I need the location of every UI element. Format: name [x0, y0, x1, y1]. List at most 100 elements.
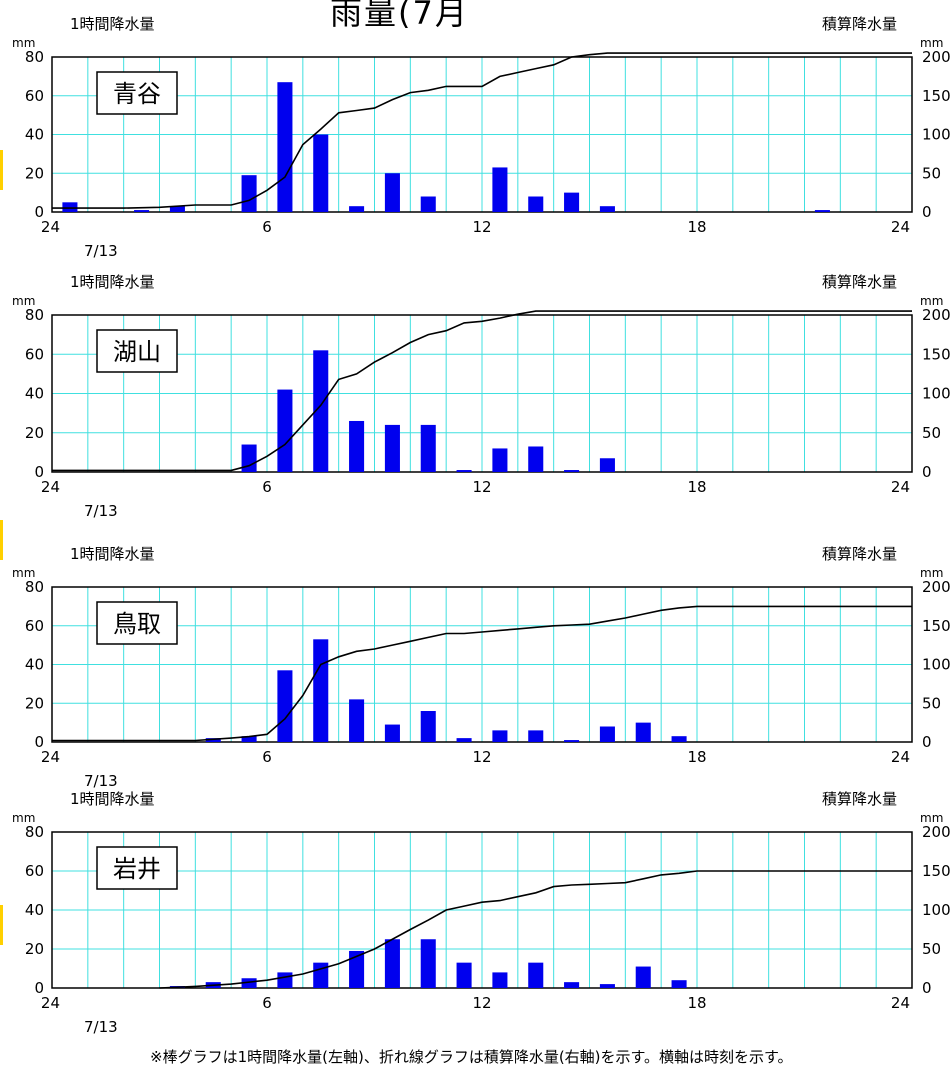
date-label: 7/13 — [84, 502, 118, 520]
cumulative-line — [52, 605, 912, 742]
right-tick-label: 200 — [922, 48, 950, 66]
right-tick-label: 150 — [922, 345, 950, 363]
right-tick-label: 0 — [922, 463, 932, 481]
left-axis-unit: mm — [12, 811, 35, 825]
bar — [241, 736, 257, 742]
bar — [492, 448, 508, 472]
bar — [62, 202, 78, 212]
x-tick-label: 6 — [262, 218, 272, 236]
x-tick-label: 24 — [891, 218, 910, 236]
bar — [599, 458, 615, 472]
bar — [169, 206, 185, 212]
plot-frame — [51, 314, 913, 473]
station-name: 青谷 — [113, 80, 161, 108]
plot-frame — [51, 56, 913, 213]
plot-frame — [51, 831, 913, 989]
cumulative-line — [52, 310, 912, 472]
right-tick-label: 100 — [922, 126, 950, 144]
bar — [599, 984, 615, 988]
right-axis-unit: mm — [920, 294, 943, 308]
bar — [384, 724, 400, 742]
bar — [313, 350, 329, 472]
x-tick-label: 18 — [687, 748, 706, 766]
x-tick-label: 12 — [472, 478, 491, 496]
x-tick-label: 12 — [472, 994, 491, 1012]
station-label-box — [96, 601, 178, 645]
left-tick-label: 40 — [25, 385, 44, 403]
right-tick-label: 0 — [922, 203, 932, 221]
bar — [277, 670, 293, 742]
date-label: 7/13 — [84, 1018, 118, 1036]
x-tick-label: 6 — [262, 994, 272, 1012]
bar — [564, 192, 580, 212]
left-axis-title: 1時間降水量 — [70, 545, 155, 563]
bar — [277, 389, 293, 472]
bar — [420, 711, 436, 742]
station-label-box — [96, 329, 178, 373]
edge-mark — [0, 150, 3, 190]
left-tick-label: 60 — [25, 87, 44, 105]
bar — [420, 939, 436, 988]
footnote: ※棒グラフは1時間降水量(左軸)、折れ線グラフは積算降水量(右軸)を示す。横軸は… — [150, 1048, 793, 1066]
x-tick-label: 24 — [41, 748, 60, 766]
right-axis-title: 積算降水量 — [822, 790, 897, 808]
left-axis-unit: mm — [12, 294, 35, 308]
bar — [564, 470, 580, 472]
page-title: 雨量(7月 — [330, 0, 469, 32]
left-tick-label: 40 — [25, 901, 44, 919]
right-tick-label: 100 — [922, 385, 950, 403]
x-tick-label: 18 — [687, 478, 706, 496]
bar — [420, 424, 436, 472]
x-tick-label: 24 — [891, 748, 910, 766]
left-axis-unit: mm — [12, 566, 35, 580]
left-tick-label: 0 — [34, 463, 44, 481]
bar — [241, 444, 257, 472]
bar — [635, 966, 651, 988]
bar — [564, 740, 580, 742]
station-label-box — [96, 846, 178, 890]
left-tick-label: 0 — [34, 203, 44, 221]
bar — [313, 962, 329, 988]
left-tick-label: 60 — [25, 345, 44, 363]
bar — [492, 730, 508, 742]
right-tick-label: 200 — [922, 823, 950, 841]
right-tick-label: 50 — [922, 164, 941, 182]
x-tick-label: 24 — [41, 218, 60, 236]
right-tick-label: 0 — [922, 733, 932, 751]
right-tick-label: 150 — [922, 862, 950, 880]
left-tick-label: 20 — [25, 694, 44, 712]
right-tick-label: 150 — [922, 617, 950, 635]
right-tick-label: 50 — [922, 940, 941, 958]
bar — [564, 982, 580, 988]
bar — [456, 738, 472, 742]
bar — [456, 470, 472, 472]
bar — [492, 972, 508, 988]
date-label: 7/13 — [84, 242, 118, 260]
bar — [671, 980, 687, 988]
left-tick-label: 40 — [25, 656, 44, 674]
left-tick-label: 20 — [25, 424, 44, 442]
left-tick-label: 20 — [25, 940, 44, 958]
station-name: 岩井 — [113, 855, 161, 883]
bar — [528, 962, 544, 988]
station-label-box — [96, 71, 178, 115]
right-tick-label: 100 — [922, 901, 950, 919]
cumulative-line — [159, 870, 912, 989]
bar — [384, 424, 400, 472]
right-tick-label: 200 — [922, 306, 950, 324]
plot-frame — [51, 586, 913, 743]
bar — [313, 639, 329, 742]
bar — [313, 134, 329, 212]
left-tick-label: 80 — [25, 48, 44, 66]
date-label: 7/13 — [84, 772, 118, 790]
right-tick-label: 0 — [922, 979, 932, 997]
left-axis-title: 1時間降水量 — [70, 790, 155, 808]
bar — [635, 722, 651, 742]
x-tick-label: 24 — [41, 478, 60, 496]
right-axis-unit: mm — [920, 811, 943, 825]
bar — [420, 196, 436, 212]
left-axis-title: 1時間降水量 — [70, 273, 155, 291]
left-tick-label: 80 — [25, 823, 44, 841]
left-axis-unit: mm — [12, 36, 35, 50]
